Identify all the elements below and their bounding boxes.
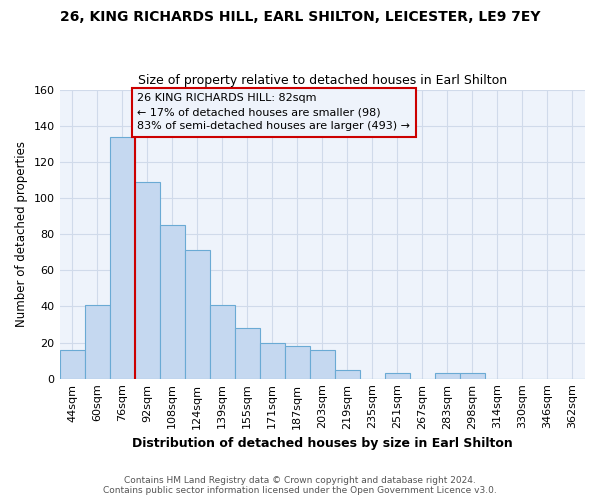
Bar	[110, 136, 134, 378]
Title: Size of property relative to detached houses in Earl Shilton: Size of property relative to detached ho…	[138, 74, 507, 87]
Bar	[285, 346, 310, 378]
Bar	[235, 328, 260, 378]
Text: Contains HM Land Registry data © Crown copyright and database right 2024.
Contai: Contains HM Land Registry data © Crown c…	[103, 476, 497, 495]
Bar	[85, 304, 110, 378]
X-axis label: Distribution of detached houses by size in Earl Shilton: Distribution of detached houses by size …	[132, 437, 512, 450]
Y-axis label: Number of detached properties: Number of detached properties	[15, 141, 28, 327]
Bar	[460, 374, 485, 378]
Text: 26, KING RICHARDS HILL, EARL SHILTON, LEICESTER, LE9 7EY: 26, KING RICHARDS HILL, EARL SHILTON, LE…	[60, 10, 540, 24]
Bar	[260, 342, 285, 378]
Bar	[385, 374, 410, 378]
Bar	[435, 374, 460, 378]
Bar	[59, 350, 85, 378]
Bar	[310, 350, 335, 378]
Text: 26 KING RICHARDS HILL: 82sqm
← 17% of detached houses are smaller (98)
83% of se: 26 KING RICHARDS HILL: 82sqm ← 17% of de…	[137, 93, 410, 131]
Bar	[209, 304, 235, 378]
Bar	[160, 225, 185, 378]
Bar	[134, 182, 160, 378]
Bar	[185, 250, 209, 378]
Bar	[335, 370, 360, 378]
